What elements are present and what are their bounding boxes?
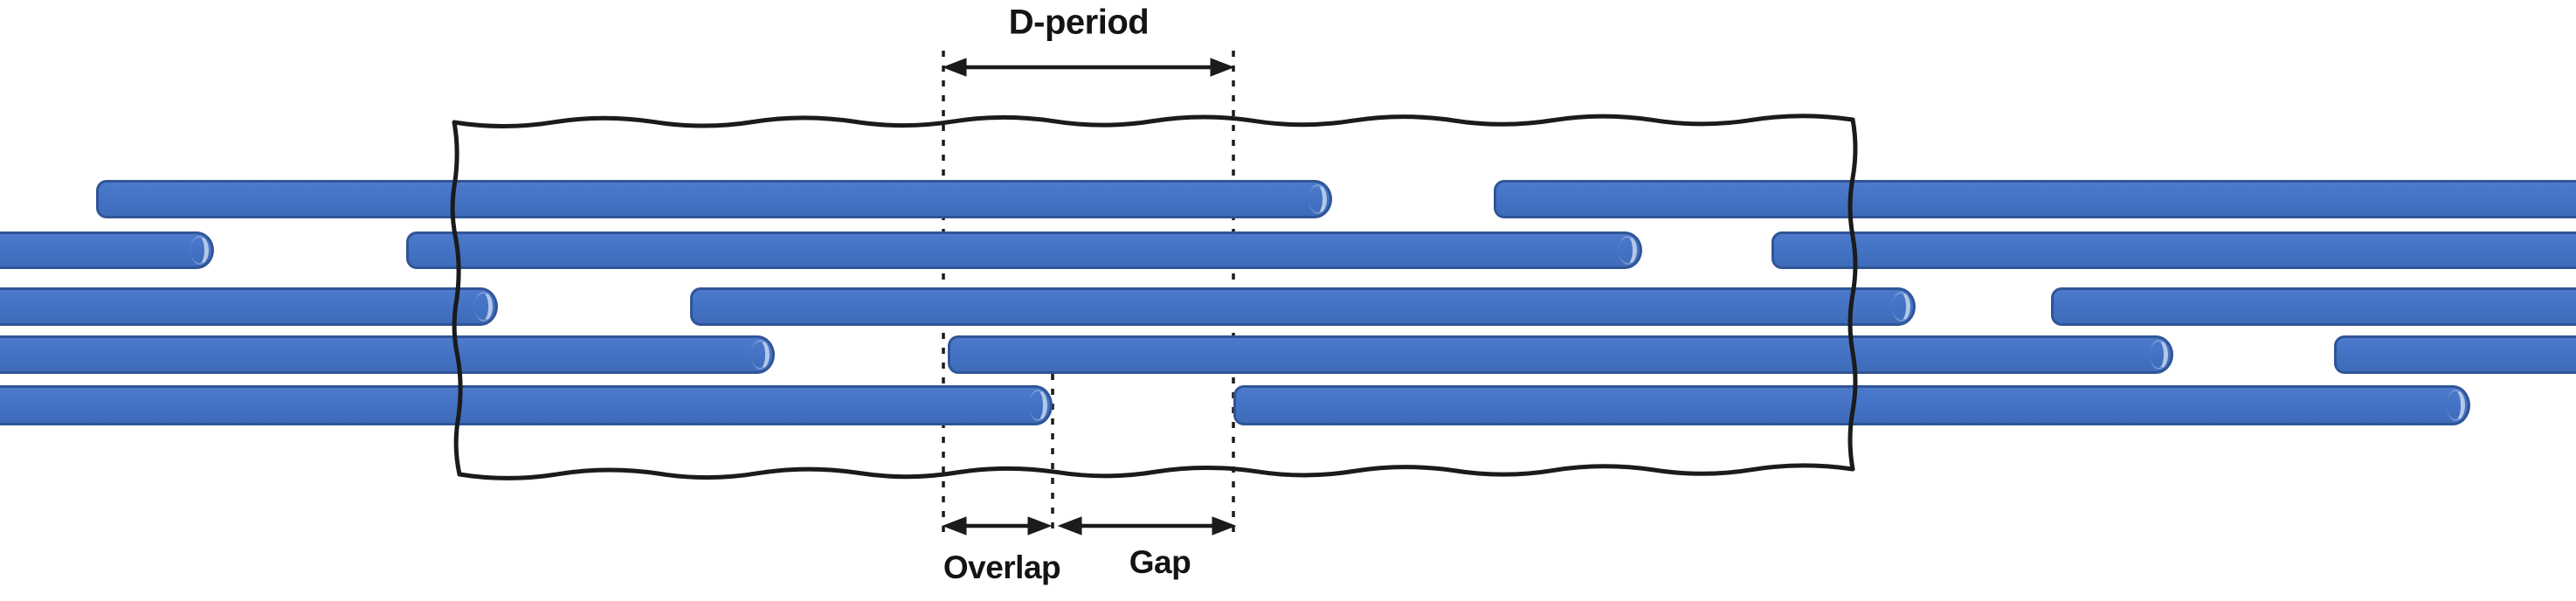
d-period-label: D-period — [1008, 3, 1150, 42]
collagen-molecule-rod — [1771, 231, 2576, 269]
box-bottom-edge — [457, 463, 1855, 480]
rod-end-cap — [1029, 390, 1047, 421]
collagen-molecule-rod — [406, 231, 1642, 269]
collagen-molecule-rod — [948, 335, 2173, 374]
overlap-label: Overlap — [943, 549, 1061, 585]
rod-end-cap — [1892, 292, 1910, 321]
collagen-molecule-rod — [2051, 287, 2576, 326]
collagen-molecule-rod — [690, 287, 1916, 326]
collagen-molecule-rod — [1494, 180, 2576, 218]
collagen-molecule-rod — [2334, 335, 2576, 374]
collagen-molecule-rod — [0, 231, 214, 269]
box-left-edge — [450, 120, 463, 477]
collagen-molecule-rod — [0, 335, 775, 374]
d-period-arrow-left-head — [942, 58, 967, 77]
d-period-arrow-right-head — [1210, 58, 1235, 77]
box-right-edge — [1847, 117, 1858, 472]
gap-arrow-left-head — [1057, 516, 1082, 535]
gap-arrow — [1057, 516, 1237, 535]
gap-arrow-right-head — [1212, 516, 1237, 535]
rod-end-cap — [2150, 340, 2168, 370]
box-top-edge — [452, 114, 1855, 128]
gap-label: Gap — [1129, 544, 1191, 580]
overlap-arrow-left-head — [942, 516, 967, 535]
rod-end-cap — [751, 340, 770, 370]
collagen-molecule-rod — [0, 287, 498, 326]
rod-end-cap — [190, 236, 209, 265]
rod-end-cap — [474, 292, 493, 321]
fibril-boundary-box — [450, 114, 1858, 480]
rod-end-cap — [1619, 236, 1637, 265]
d-period-arrow — [942, 58, 1235, 77]
collagen-molecule-rod — [0, 385, 1053, 425]
rod-end-cap — [2447, 390, 2465, 421]
overlap-arrow — [942, 516, 1053, 535]
overlap-arrow-right-head — [1027, 516, 1053, 535]
collagen-molecule-rod — [96, 180, 1332, 218]
rod-end-cap — [1309, 184, 1327, 214]
